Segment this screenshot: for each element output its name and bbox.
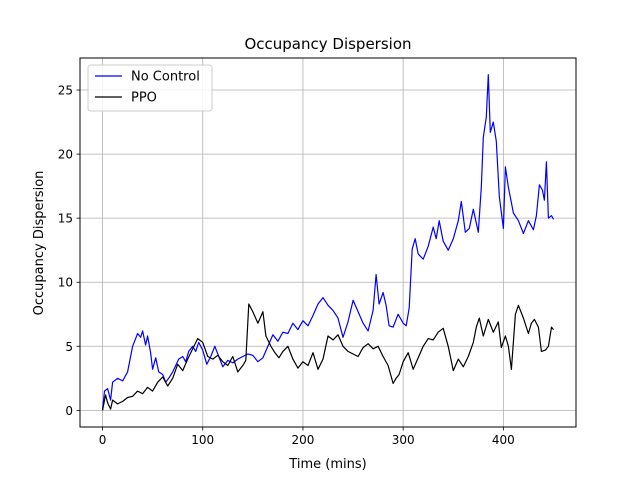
series-line-no-control: [101, 74, 555, 411]
x-tick-label: 400: [492, 433, 515, 447]
series-lines: [101, 74, 555, 411]
chart-title: Occupancy Dispersion: [244, 35, 411, 53]
legend: No Control PPO: [87, 64, 213, 112]
y-axis-label: Occupancy Dispersion: [32, 171, 47, 316]
y-tick-label: 25: [58, 84, 73, 98]
x-tick-label: 200: [291, 433, 314, 447]
legend-label: PPO: [131, 91, 157, 106]
y-tick-label: 10: [58, 276, 73, 290]
x-axis-label: Time (mins): [288, 457, 366, 472]
series-line-ppo: [101, 303, 554, 411]
plot-area-frame: [79, 57, 577, 428]
y-tick-label: 20: [58, 148, 73, 162]
x-tick-label: 100: [191, 433, 214, 447]
legend-label: No Control: [131, 70, 200, 85]
grid-lines: [80, 58, 576, 427]
x-tick-label: 0: [99, 433, 107, 447]
y-tick-label: 15: [58, 212, 73, 226]
x-tick-label: 300: [392, 433, 415, 447]
y-tick-label: 0: [65, 404, 73, 418]
y-tick-label: 5: [65, 340, 73, 354]
axis-ticks: 0 100 200 300 400 0 5 10 15 20 25: [58, 84, 515, 447]
